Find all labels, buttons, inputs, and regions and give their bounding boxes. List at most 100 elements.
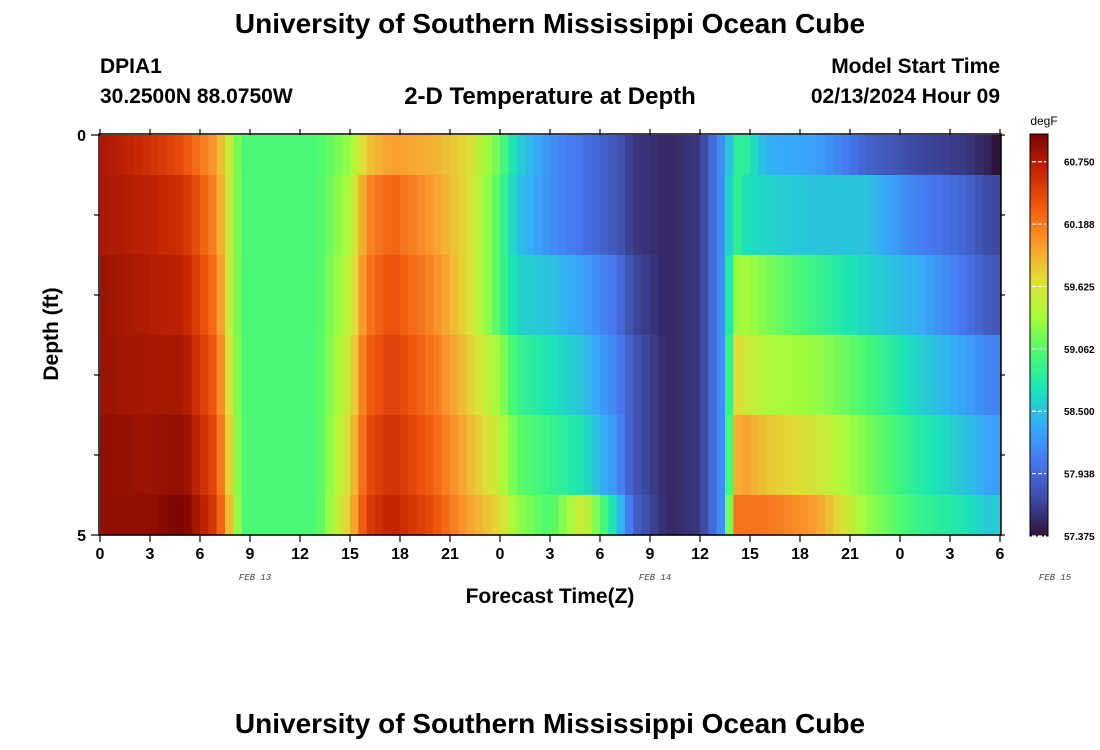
heatmap-cell [141,255,151,336]
heatmap-cell [600,175,609,256]
colorbar-tick-label: 60.188 [1064,220,1095,231]
heatmap-cell [800,135,809,176]
heatmap-cell [675,335,684,416]
heatmap-cell [516,135,526,176]
heatmap-cell [775,495,784,536]
heatmap-cell [483,495,493,536]
heatmap-cell [700,255,709,336]
heatmap-cell [950,175,959,256]
heatmap-cell [183,415,193,496]
heatmap-cell [941,255,951,336]
heatmap-cell [833,135,843,176]
heatmap-cell [300,135,309,176]
heatmap-cell [691,335,701,416]
heatmap-cell [416,135,426,176]
heatmap-cell [925,495,934,536]
heatmap-cell [266,175,276,256]
heatmap-cell [725,135,734,176]
heatmap-cell [200,175,209,256]
heatmap-cell [441,335,451,416]
heatmap-cell [566,415,576,496]
heatmap-cell [633,255,643,336]
heatmap-cell [625,255,634,336]
heatmap-cell [250,415,259,496]
heatmap-cell [925,135,934,176]
heatmap-cell [700,175,709,256]
x-tick-label: 3 [546,546,555,563]
heatmap-cell [258,495,268,536]
heatmap-cell [616,335,626,416]
heatmap-cell [133,415,143,496]
heatmap-cell [841,175,851,256]
heatmap-cell [933,255,943,336]
heatmap-cell [741,255,751,336]
x-tick-label: 3 [946,546,955,563]
heatmap-cell [983,255,993,336]
heatmap-cell [891,495,901,536]
heatmap-cell [433,335,443,416]
heatmap-cell [500,415,509,496]
heatmap-cell [616,415,626,496]
heatmap-cell [733,415,743,496]
heatmap-cell [341,415,351,496]
heatmap-cell [683,415,693,496]
heatmap-cell [283,255,293,336]
heatmap-cell [966,175,976,256]
heatmap-cell [708,335,718,416]
heatmap-cell [375,335,384,416]
heatmap-cell [741,415,751,496]
heatmap-cell [591,335,601,416]
heatmap-cell [841,495,851,536]
heatmap-cell [133,175,143,256]
heatmap-cell [575,135,584,176]
heatmap-cell [483,255,493,336]
heatmap-cell [558,495,568,536]
heatmap-cell [175,415,184,496]
heatmap-cell [675,175,684,256]
heatmap-cell [641,335,651,416]
heatmap-cell [666,135,676,176]
heatmap-cell [475,335,484,416]
heatmap-cell [600,335,609,416]
heatmap-cell [775,135,784,176]
station-id: DPIA1 [100,55,162,78]
heatmap-cell [933,415,943,496]
x-tick-label: 3 [146,546,155,563]
heatmap-cell [566,175,576,256]
heatmap-cell [791,175,801,256]
x-tick-label: 18 [391,546,409,563]
heatmap-cell [700,335,709,416]
heatmap-cell [816,415,826,496]
heatmap-cell [975,255,984,336]
heatmap-cell [941,495,951,536]
heatmap-cell [750,255,759,336]
heatmap-cell [883,415,893,496]
heatmap-cell [758,255,768,336]
heatmap-cell [108,335,118,416]
heatmap-cell [941,135,951,176]
heatmap-cell [341,335,351,416]
heatmap-cell [616,495,626,536]
heatmap-cell [433,415,443,496]
heatmap-cell [816,495,826,536]
heatmap-cell [608,175,618,256]
heatmap-cell [966,495,976,536]
heatmap-cell [666,415,676,496]
heatmap-cell [925,415,934,496]
heatmap-cell [708,175,718,256]
heatmap-cell [716,175,726,256]
heatmap-cell [341,495,351,536]
heatmap-cell [300,415,309,496]
heatmap-cell [241,415,251,496]
heatmap-cell [683,495,693,536]
heatmap-cell [525,335,534,416]
heatmap-cell [633,175,643,256]
heatmap-cell [316,135,326,176]
heatmap-cell [275,415,284,496]
heatmap-cell [225,175,234,256]
heatmap-cell [108,415,118,496]
heatmap-cell [216,175,226,256]
heatmap-cell [475,175,484,256]
heatmap-cell [375,255,384,336]
x-tick-label: 15 [741,546,759,563]
